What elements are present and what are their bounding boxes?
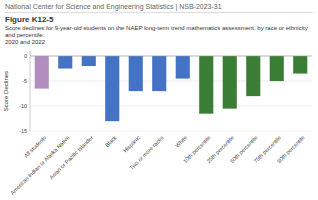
bar	[82, 56, 96, 66]
bar	[293, 56, 307, 74]
bar	[152, 56, 166, 91]
y-axis-label: Score Declines	[3, 71, 9, 111]
y-tick-label: -15	[19, 128, 27, 134]
subtitle: 2020 and 2022	[5, 39, 313, 46]
bar	[129, 56, 143, 91]
chart: 0-5-10-15Score DeclinesAll studentsAmeri…	[0, 46, 318, 199]
y-axis-line	[30, 51, 31, 131]
bar	[58, 56, 72, 69]
bar	[270, 56, 284, 81]
x-tick-label: All students	[23, 134, 48, 159]
grid-line	[30, 106, 312, 107]
x-tick-label: 90th percentile	[276, 134, 306, 164]
grid-line	[30, 131, 312, 132]
y-tick-label: -5	[22, 78, 27, 84]
x-tick-label: White	[174, 134, 188, 148]
x-tick-label: Black	[104, 134, 118, 148]
bar	[199, 56, 213, 114]
divider	[5, 12, 313, 13]
x-tick-label: Two or more races	[128, 134, 165, 171]
y-tick-label: 0	[24, 53, 27, 59]
bar	[246, 56, 260, 96]
bar	[105, 56, 119, 121]
title: Figure K12-5	[5, 15, 313, 25]
subtitle: Score declines for 9-year-old students o…	[5, 25, 313, 39]
bars	[35, 56, 308, 121]
x-tick-label: Asian or Pacific Islander	[48, 134, 94, 180]
bar	[223, 56, 237, 109]
header: National Center for Science and Engineer…	[5, 2, 313, 11]
x-tick-label: Hispanic	[122, 134, 141, 153]
bar	[176, 56, 190, 79]
y-tick-label: -10	[19, 103, 27, 109]
zero-line	[30, 56, 312, 57]
bar	[35, 56, 49, 89]
header-block: National Center for Science and Engineer…	[0, 0, 318, 46]
